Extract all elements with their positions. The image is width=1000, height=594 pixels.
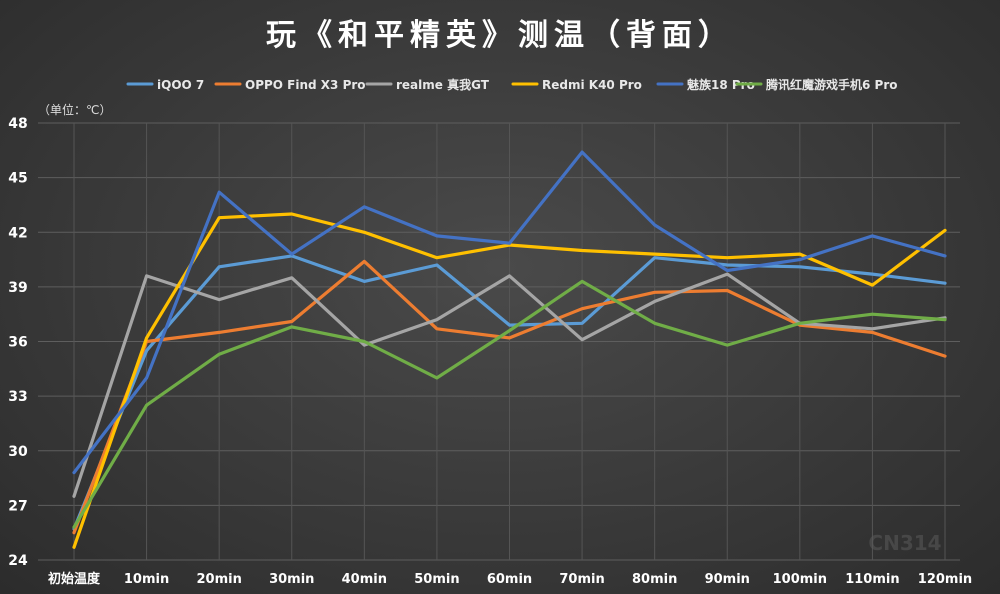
series-line-3 [72,212,947,549]
x-tick-label: 20min [196,572,241,587]
x-tick-label: 50min [414,572,459,587]
chart-title: 玩《和平精英》测温（背面） [266,18,734,53]
y-tick-label: 30 [8,444,28,460]
y-axis-ticks: 24 27 30 33 36 39 42 45 48 [8,116,28,569]
y-tick-label: 24 [8,553,28,569]
unit-label: （单位：℃） [38,102,111,117]
x-tick-label: 110min [845,572,899,587]
legend: iQOO 7 OPPO Find X3 Pro realme 真我GT Redmi K… [126,77,898,92]
x-tick-label: 80min [632,572,677,587]
x-tick-label: 60min [487,572,532,587]
series-line-4 [72,150,947,475]
legend-label-0: iQOO 7 [157,78,204,92]
x-tick-label: 40min [342,572,387,587]
watermark-text: CN314 [868,531,941,555]
y-tick-label: 48 [8,116,27,132]
x-tick-label: 70min [559,572,604,587]
series-lines [72,150,947,549]
y-tick-label: 33 [8,389,27,405]
x-tick-label: 100min [773,572,827,587]
series-line-0 [72,254,947,531]
legend-label-4: 魅族18 Pro [687,77,755,92]
y-tick-label: 27 [8,498,27,514]
legend-label-2: realme 真我GT [396,77,490,92]
series-line-5 [72,279,947,529]
x-tick-label: 30min [269,572,314,587]
y-tick-label: 39 [8,280,27,296]
legend-label-1: OPPO Find X3 Pro [245,78,366,92]
grid-lines [38,122,960,561]
x-tick-label: 120min [918,572,972,587]
y-tick-label: 42 [8,225,27,241]
y-tick-label: 45 [8,171,27,187]
legend-label-5: 腾讯红魔游戏手机6 Pro [765,77,898,92]
legend-label-3: Redmi K40 Pro [542,78,642,92]
x-tick-label: 10min [124,572,169,587]
x-tick-label: 初始温度 [48,571,101,587]
y-tick-label: 36 [8,335,27,351]
series-line-1 [72,259,947,535]
x-axis-ticks: 初始温度 10min 20min 30min 40min 50min 60min 70min 8… [48,571,972,587]
x-tick-label: 90min [705,572,750,587]
